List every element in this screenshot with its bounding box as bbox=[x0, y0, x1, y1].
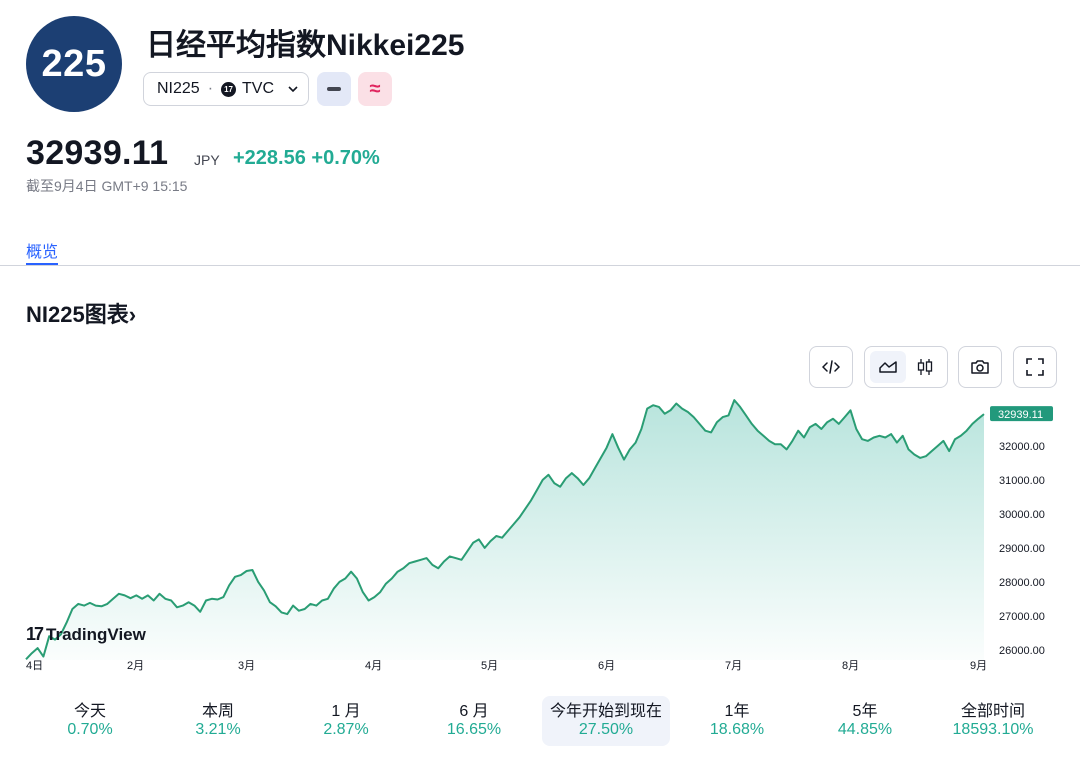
candlestick-button[interactable] bbox=[907, 351, 943, 383]
period-change: 18593.10% bbox=[952, 721, 1034, 738]
exchange-label: TVC bbox=[242, 80, 275, 97]
candlestick-icon bbox=[917, 359, 932, 375]
period-label: 全部时间 bbox=[960, 703, 1025, 720]
symbol-logo: 225 bbox=[26, 16, 122, 112]
period-label: 6 月 bbox=[459, 703, 489, 720]
camera-icon bbox=[971, 360, 989, 374]
tab-active-indicator bbox=[26, 263, 58, 266]
y-tick-label: 27000.00 bbox=[999, 611, 1045, 623]
x-tick-label: 7月 bbox=[725, 660, 742, 672]
period-change: 44.85% bbox=[837, 721, 893, 738]
exchange-logo-icon: 17 bbox=[221, 81, 237, 97]
period-option[interactable]: 1 月 2.87% bbox=[282, 696, 410, 746]
separator-dot: · bbox=[207, 80, 214, 97]
chart-section-title: NI225图表 bbox=[26, 302, 129, 327]
period-change: 27.50% bbox=[578, 721, 634, 738]
last-price-marker: 32939.11 bbox=[990, 406, 1053, 422]
x-tick-label: 2月 bbox=[127, 660, 144, 672]
symbol-selector[interactable]: NI225 · 17 TVC bbox=[143, 72, 309, 106]
period-label: 今年开始到现在 bbox=[549, 703, 662, 720]
x-tick-label: 4日 bbox=[26, 660, 43, 672]
y-tick-label: 32000.00 bbox=[999, 441, 1045, 453]
period-option[interactable]: 1年 18.68% bbox=[673, 696, 801, 746]
x-tick-label: 8月 bbox=[842, 660, 859, 672]
period-option[interactable]: 全部时间 18593.10% bbox=[929, 696, 1057, 746]
period-label: 1年 bbox=[724, 703, 750, 720]
last-price: 32939.11 bbox=[26, 134, 169, 172]
area-chart-icon bbox=[878, 361, 897, 373]
chart-type-group bbox=[864, 346, 948, 388]
period-change: 2.87% bbox=[323, 721, 369, 738]
quote-timestamp: 截至9月4日 GMT+9 15:15 bbox=[26, 178, 188, 194]
period-label: 今天 bbox=[73, 703, 106, 720]
y-tick-label: 26000.00 bbox=[999, 645, 1045, 657]
fullscreen-icon bbox=[1026, 358, 1044, 376]
period-label: 1 月 bbox=[331, 703, 361, 720]
last-price-box bbox=[990, 406, 1053, 422]
price-area-fill bbox=[26, 400, 984, 660]
symbol-label: NI225 bbox=[157, 80, 200, 97]
y-tick-label: 28000.00 bbox=[999, 577, 1045, 589]
period-option[interactable]: 5年 44.85% bbox=[801, 696, 929, 746]
wave-button[interactable]: ≈ bbox=[358, 72, 392, 106]
compare-button[interactable] bbox=[317, 72, 351, 106]
chevron-down-icon bbox=[288, 82, 298, 96]
tab-overview[interactable]: 概览 bbox=[26, 244, 59, 261]
period-change: 16.65% bbox=[446, 721, 502, 738]
fullscreen-button[interactable] bbox=[1013, 346, 1057, 388]
period-change: 18.68% bbox=[709, 721, 765, 738]
currency-label: JPY bbox=[194, 152, 220, 168]
x-tick-label: 6月 bbox=[598, 660, 615, 672]
y-tick-label: 29000.00 bbox=[999, 543, 1045, 555]
code-icon bbox=[822, 360, 840, 374]
tradingview-name: TradingView bbox=[46, 624, 146, 644]
minus-icon bbox=[327, 87, 341, 91]
period-option[interactable]: 今年开始到现在 27.50% bbox=[542, 696, 670, 746]
chevron-right-icon: › bbox=[128, 302, 137, 327]
y-tick-label: 30000.00 bbox=[999, 509, 1045, 521]
snapshot-button[interactable] bbox=[958, 346, 1002, 388]
tabs-divider bbox=[0, 265, 1080, 266]
period-change: 3.21% bbox=[195, 721, 241, 738]
x-tick-label: 9月 bbox=[970, 660, 987, 672]
area-chart-button[interactable] bbox=[869, 351, 906, 383]
price-line bbox=[25, 399, 985, 660]
x-axis: 4日 2月 3月 4月 5月 6月 7月 8月 9月 bbox=[26, 660, 987, 672]
period-option[interactable]: 6 月 16.65% bbox=[410, 696, 538, 746]
x-tick-label: 4月 bbox=[365, 660, 382, 672]
x-tick-label: 5月 bbox=[481, 660, 498, 672]
last-price-label: 32939.11 bbox=[998, 409, 1043, 421]
page-title: 日经平均指数Nikkei225 bbox=[146, 29, 465, 62]
price-chart[interactable]: 32000.00 31000.00 30000.00 29000.00 28000.00… bbox=[0, 395, 1080, 680]
embed-button[interactable] bbox=[809, 346, 853, 388]
y-axis: 32000.00 31000.00 30000.00 29000.00 28000.00… bbox=[999, 441, 1045, 657]
period-option[interactable]: 今天 0.70% bbox=[26, 696, 154, 746]
chart-section-link[interactable]: NI225图表› bbox=[26, 297, 136, 329]
tradingview-logo[interactable]: 17 TradingView bbox=[26, 624, 146, 645]
tradingview-mark-icon: 17 bbox=[26, 624, 44, 644]
period-option[interactable]: 本周 3.21% bbox=[154, 696, 282, 746]
period-label: 5年 bbox=[852, 703, 878, 720]
period-label: 本周 bbox=[201, 703, 234, 720]
x-tick-label: 3月 bbox=[238, 660, 255, 672]
approx-icon: ≈ bbox=[369, 77, 381, 100]
y-tick-label: 31000.00 bbox=[999, 475, 1045, 487]
period-change: 0.70% bbox=[67, 721, 113, 738]
price-change: +228.56 +0.70% bbox=[233, 147, 380, 169]
